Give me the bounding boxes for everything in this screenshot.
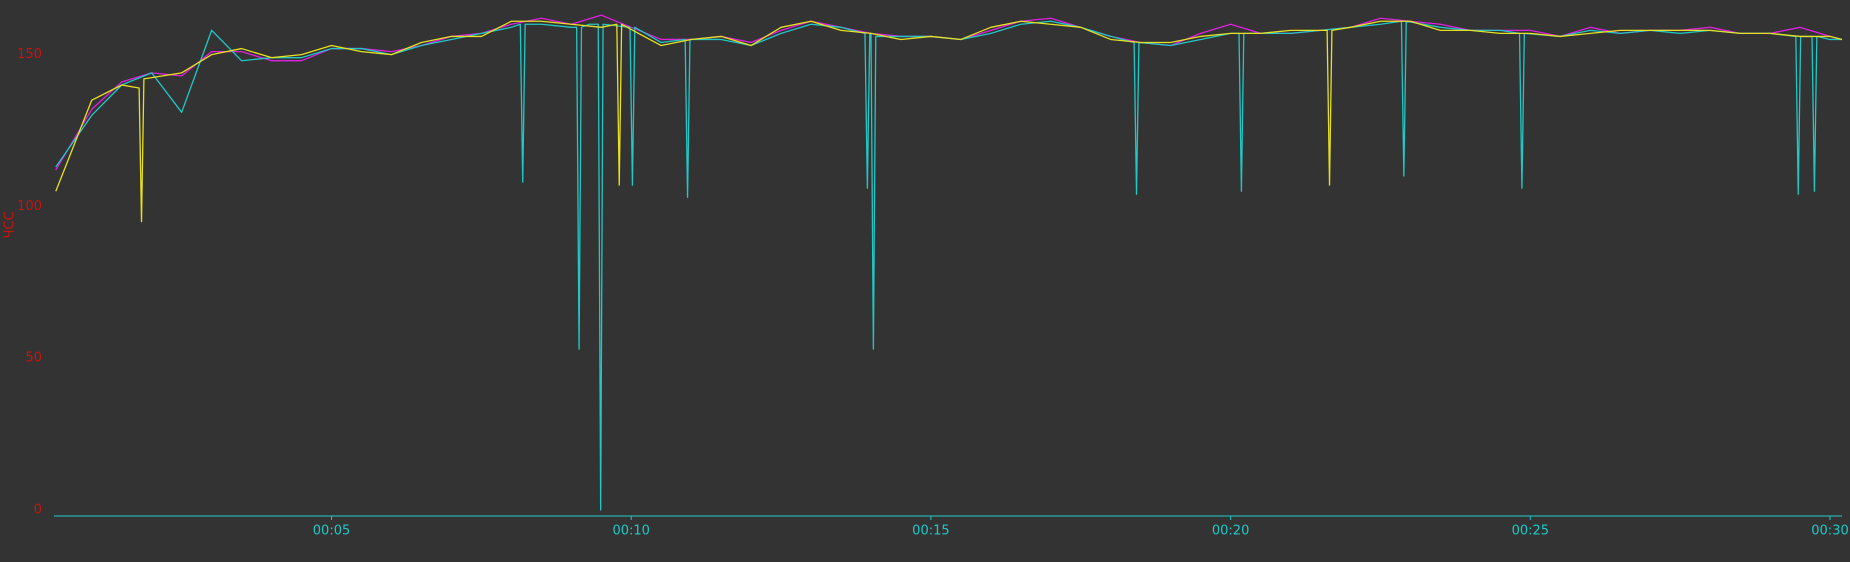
y-axis-label: ЧСС [3,211,18,238]
x-tick-label: 00:05 [313,524,350,539]
y-tick-label: 0 [34,502,42,517]
x-tick-label: 00:25 [1512,524,1549,539]
y-tick-label: 50 [25,351,42,366]
x-tick-label: 00:10 [612,524,649,539]
x-tick-label: 00:20 [1212,524,1249,539]
x-tick-label: 00:30 [1811,524,1848,539]
x-tick-label: 00:15 [912,524,949,539]
series-line [55,20,1843,223]
y-tick-label: 100 [17,199,42,214]
y-tick-label: 150 [17,47,42,62]
